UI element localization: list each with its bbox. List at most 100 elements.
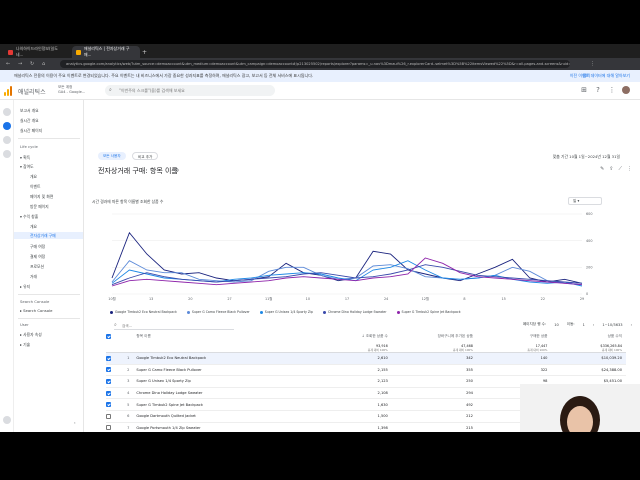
sidebar-divider: [18, 294, 80, 295]
sidebar-item-ecommerce-purchases[interactable]: 전자상거래 구매: [14, 232, 83, 239]
purchased-header[interactable]: 구매한 상품 17,447 총계 대비 100%: [476, 332, 552, 353]
share-icon[interactable]: ⇪: [609, 166, 614, 172]
y-tick-label: 0: [586, 292, 588, 296]
settings-icon[interactable]: [3, 416, 11, 424]
legend-item[interactable]: Google Timbuk2 Eco Neutral Backpack: [110, 310, 177, 314]
new-tab-button[interactable]: +: [142, 48, 148, 56]
sidebar-group-acquisition[interactable]: ▾ 획득: [20, 155, 31, 160]
rows-per-page-select[interactable]: 10: [554, 322, 559, 327]
row-checkbox[interactable]: [106, 367, 111, 373]
legend-item[interactable]: Super G Timbuk2 Spine Jet Backpack: [396, 310, 461, 314]
more-icon[interactable]: ⋮: [608, 86, 616, 94]
search-input[interactable]: ⌕ "이번주의 스크롤"(을)를 검색해 보세요: [105, 85, 275, 96]
account-selector[interactable]: 모든 계정 GA4 - Google...: [58, 85, 85, 95]
x-tick-label: 10: [306, 297, 310, 301]
chart-legend: Google Timbuk2 Eco Neutral Backpack Super…: [110, 310, 461, 314]
sidebar-group-search-console[interactable]: ▸ Search Console: [20, 308, 53, 313]
dismiss-link[interactable]: 접기: [582, 73, 590, 78]
item-name-header[interactable]: 항목 이름: [136, 332, 307, 353]
purchased-cell: 140: [476, 352, 552, 365]
table-row[interactable]: 1 Google Timbuk2 Eco Neutral Backpack 2,61…: [106, 352, 626, 365]
viewed-header[interactable]: ↓ 조회한 상품 수 93,916 총계 대비 100%: [306, 332, 392, 353]
row-checkbox[interactable]: [106, 378, 111, 384]
sidebar-item-realtime-overview[interactable]: 실시간 개요: [20, 118, 39, 123]
browser-tab-bar: 나의하이드라인정보(일도네... 애널리틱스 | 전자상거래 구매... +: [0, 44, 640, 58]
sidebar-item-engagement-overview[interactable]: 개요: [30, 174, 37, 179]
learn-more-link[interactable]: 이전 이벤트 데이터에 대해 알아보기: [569, 73, 630, 78]
page-range: 1~10/3633: [602, 322, 623, 327]
cart-header[interactable]: 장바구니에 추가된 상품 47,468 총계 대비 100%: [391, 332, 477, 353]
row-index: 5: [125, 398, 137, 411]
more-icon[interactable]: ⋮: [627, 166, 632, 172]
select-all-checkbox[interactable]: [106, 334, 111, 339]
sidebar-item-realtime-pages[interactable]: 실시간 페이지: [20, 128, 43, 133]
prev-page-icon[interactable]: ‹: [592, 322, 595, 327]
advertising-icon[interactable]: [3, 150, 11, 158]
explore-icon[interactable]: [3, 136, 11, 144]
x-tick-label: 29: [580, 297, 584, 301]
viewed-cell: 2,108: [306, 387, 392, 400]
browser-tab-2[interactable]: 애널리틱스 | 전자상거래 구매...: [72, 46, 140, 58]
sidebar-item-pages-screens[interactable]: 페이지 및 화면: [30, 194, 54, 199]
goto-input[interactable]: 1: [582, 322, 585, 327]
sidebar-item-transactions[interactable]: 거래: [30, 274, 37, 279]
notice-banner: 애널리틱스 전용의 이용이 주요 이벤트로 변경되었습니다. 주요 이벤트는 내…: [0, 70, 640, 82]
collapse-sidebar-icon[interactable]: ‹: [74, 420, 76, 425]
sidebar-item-purchase-journey[interactable]: 구매 여정: [30, 244, 46, 249]
table-search-placeholder: 검색...: [122, 324, 133, 328]
sidebar-item-reports-snapshot[interactable]: 보고서 개요: [20, 108, 39, 113]
title-status-icon[interactable]: ⊘: [174, 167, 180, 174]
row-checkbox[interactable]: [106, 425, 111, 431]
row-checkbox[interactable]: [106, 402, 111, 408]
reload-icon[interactable]: ↻: [30, 61, 35, 67]
table-row[interactable]: 2 Super G Camo Fleece Black Pullover 2,155…: [106, 364, 626, 377]
sidebar-group-engagement[interactable]: ▾ 참여도: [20, 164, 34, 169]
browser-tab-1[interactable]: 나의하이드라인정보(일도네...: [4, 46, 68, 58]
all-users-chip[interactable]: 모든 사용자: [98, 152, 126, 160]
sidebar-item-monetization-overview[interactable]: 개요: [30, 224, 37, 229]
insights-icon[interactable]: ⟋: [618, 166, 622, 172]
apps-grid-icon[interactable]: ⊞: [581, 86, 587, 94]
table-search-input[interactable]: ⌕ 검색...: [114, 322, 234, 330]
home-icon[interactable]: ⌂: [42, 61, 46, 67]
legend-item[interactable]: Chrome Dino Holiday Lodge Sweater: [322, 310, 387, 314]
customize-report-icon[interactable]: ✎: [600, 166, 605, 172]
sidebar-item-checkout-journey[interactable]: 결제 여정: [30, 254, 46, 259]
sidebar-group-tech[interactable]: ▸ 기술: [20, 342, 31, 347]
url-field[interactable]: analytics.google.com/analytics/web/?utm_…: [60, 60, 570, 68]
legend-item[interactable]: Super G Camo Fleece Black Pullover: [186, 310, 250, 314]
sidebar-group-user-attributes[interactable]: ▸ 사용자 속성: [20, 332, 42, 337]
legend-label: Google Timbuk2 Eco Neutral Backpack: [115, 310, 177, 314]
row-checkbox[interactable]: [106, 355, 111, 361]
home-icon[interactable]: [3, 108, 11, 116]
reports-icon[interactable]: [3, 122, 11, 130]
viewed-cell: 1,630: [306, 398, 392, 411]
row-checkbox[interactable]: [106, 390, 111, 396]
revenue-header[interactable]: 상품 수익 $336,265.84 총계 대비 100%: [551, 332, 626, 353]
search-icon: ⌕: [109, 87, 112, 93]
sidebar-item-landing-page[interactable]: 방문 페이지: [30, 204, 49, 209]
add-comparison-chip[interactable]: 비교 추가: [132, 152, 159, 160]
extensions-icon[interactable]: ⋮: [590, 61, 595, 67]
sidebar-item-events[interactable]: 이벤트: [30, 184, 41, 189]
forward-icon[interactable]: →: [18, 61, 23, 67]
legend-swatch: [186, 310, 190, 314]
sidebar-group-monetization[interactable]: ▾ 수익 창출: [20, 214, 39, 219]
cart-cell: 342: [391, 352, 477, 365]
item-name-cell: Google Timbuk2 Eco Neutral Backpack: [136, 352, 307, 365]
x-tick-label: 13: [149, 297, 153, 301]
item-name-cell: Super G Camo Fleece Black Pullover: [136, 364, 307, 377]
back-icon[interactable]: ←: [6, 61, 11, 67]
chart-granularity-select[interactable]: 일 ▾: [568, 197, 602, 205]
legend-swatch: [259, 310, 263, 314]
legend-item[interactable]: Super G Unisex 1/4 Sporty Zip: [259, 310, 313, 314]
sidebar-item-promotions[interactable]: 프로모션: [30, 264, 44, 269]
cart-cell: 294: [391, 387, 477, 400]
sidebar-group-retention[interactable]: ▸ 유지: [20, 284, 31, 289]
row-checkbox[interactable]: [106, 413, 111, 419]
purchased-total: 17,447: [535, 344, 548, 348]
avatar[interactable]: [622, 86, 630, 94]
next-page-icon[interactable]: ›: [630, 322, 632, 327]
date-range-selector[interactable]: 맞춤 기간 10월 1일~2024년 12월 31일: [552, 154, 620, 159]
help-icon[interactable]: ?: [596, 86, 600, 94]
